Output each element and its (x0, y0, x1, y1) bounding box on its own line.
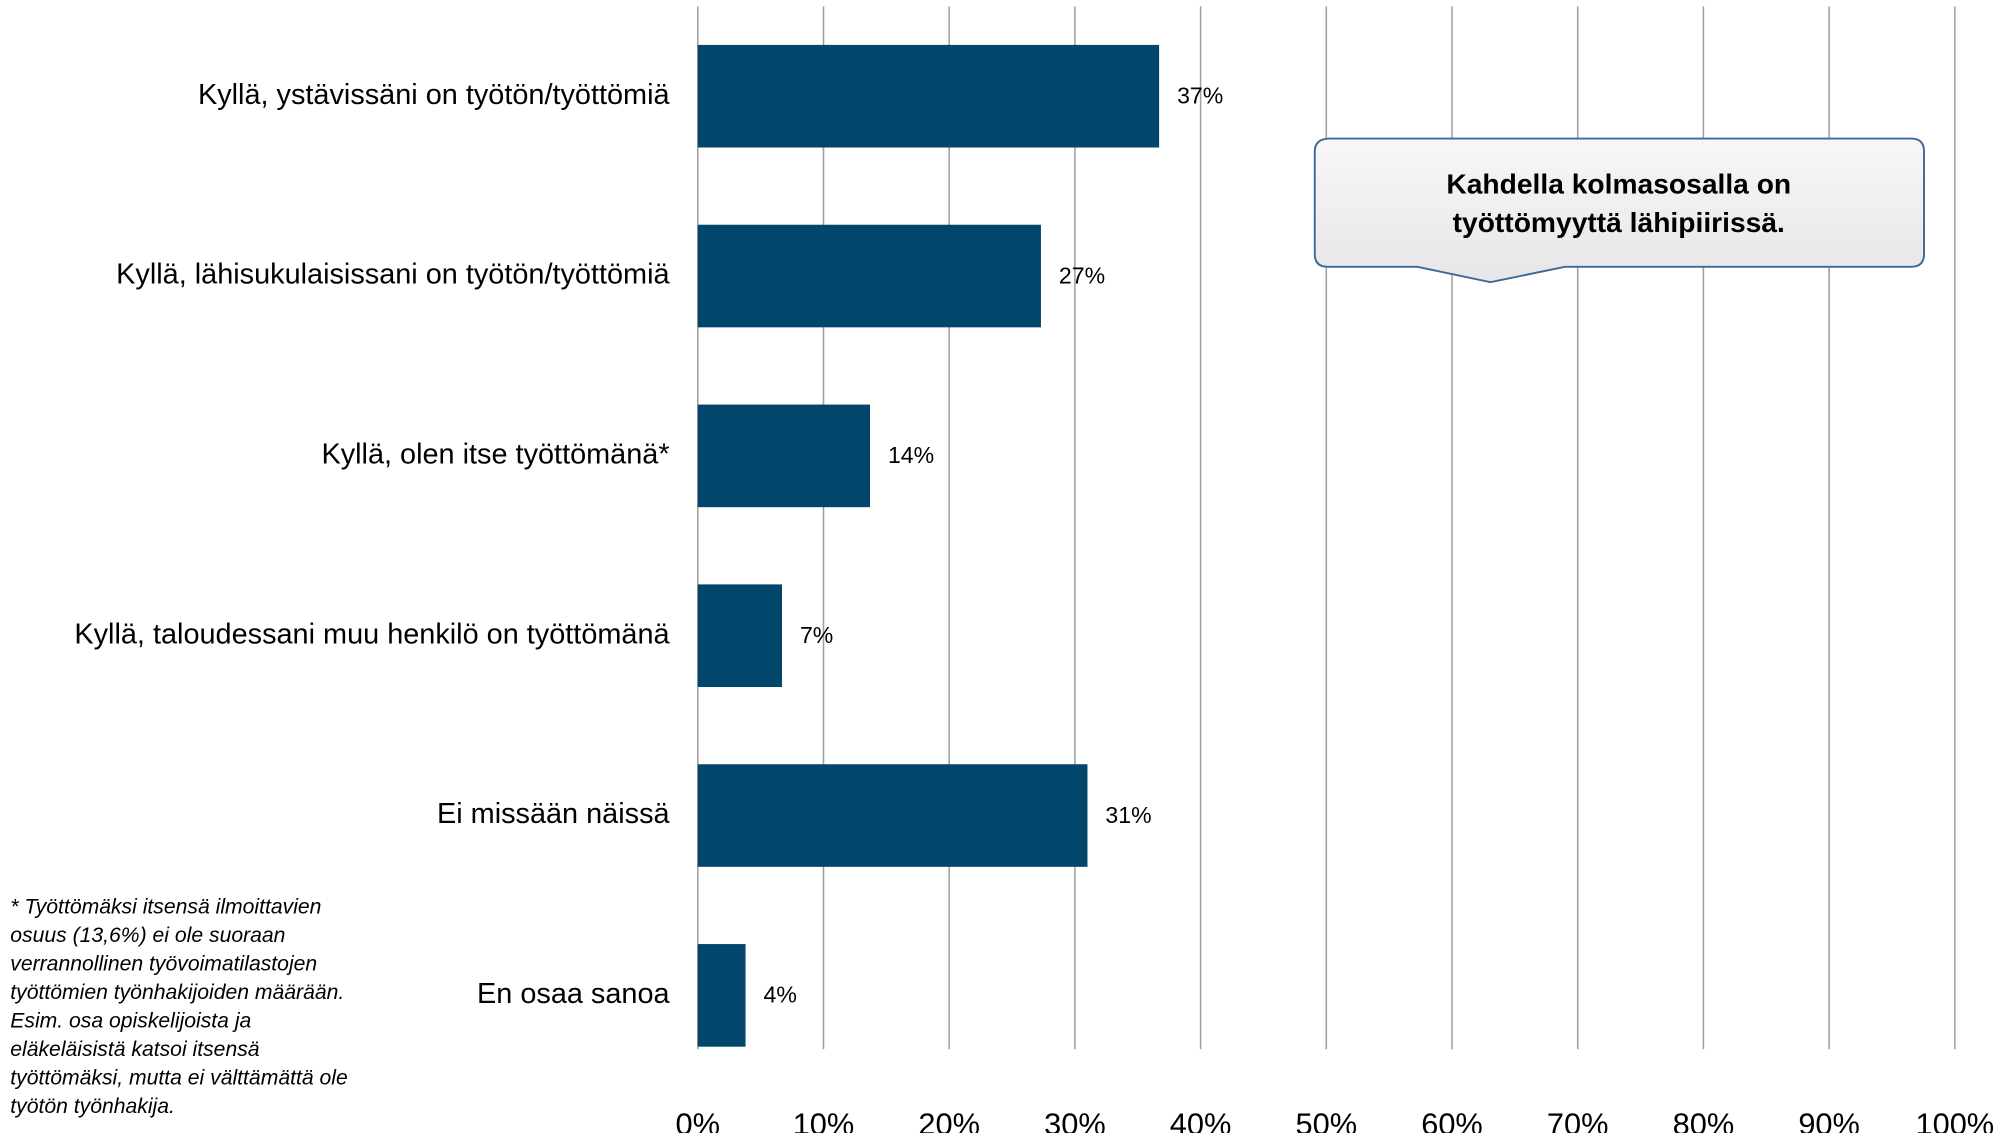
x-tick-label: 0% (676, 1106, 720, 1133)
category-label: Kyllä, taloudessani muu henkilö on tyött… (74, 618, 670, 650)
footnote: * Työttömäksi itsensä ilmoittavien (10, 896, 321, 919)
footnote: verrannollinen työvoimatilastojen (10, 953, 317, 976)
value-label: 37% (1177, 83, 1223, 109)
bar (697, 44, 1160, 148)
x-tick-label: 20% (918, 1106, 980, 1133)
callout-text: työttömyyttä lähipiirissä. (1453, 206, 1785, 238)
category-label: En osaa sanoa (477, 978, 670, 1010)
x-tick-label: 10% (793, 1106, 855, 1133)
footnote: eläkeläisistä katsoi itsensä (10, 1038, 260, 1061)
callout-text: Kahdella kolmasosalla on (1446, 167, 1791, 199)
value-label: 7% (800, 622, 833, 648)
x-tick-label: 70% (1547, 1106, 1609, 1133)
bars (697, 44, 1160, 1047)
x-tick-label: 30% (1044, 1106, 1106, 1133)
value-label: 27% (1059, 262, 1105, 288)
value-label: 14% (888, 442, 934, 468)
value-label: 31% (1105, 802, 1151, 828)
category-label: Kyllä, lähisukulaisissani on työtön/työt… (116, 259, 670, 291)
x-tick-label: 60% (1421, 1106, 1483, 1133)
category-label: Kyllä, ystävissäni on työtön/työttömiä (198, 79, 671, 111)
footnote: työtön työnhakija. (10, 1095, 175, 1118)
x-tick-label: 100% (1915, 1106, 1994, 1133)
x-tick-label: 90% (1798, 1106, 1860, 1133)
x-tick-label: 80% (1673, 1106, 1735, 1133)
bar (697, 944, 746, 1047)
footnote: työttömien työnhakijoiden määrään. (10, 981, 344, 1004)
x-tick-label: 50% (1296, 1106, 1358, 1133)
x-tick-label: 40% (1170, 1106, 1232, 1133)
footnote: työttömäksi, mutta ei välttämättä ole (10, 1067, 347, 1090)
bar (697, 224, 1041, 328)
bar (697, 584, 783, 688)
category-label: Kyllä, olen itse työttömänä* (321, 438, 669, 470)
footnote: Esim. osa opiskelijoista ja (10, 1010, 251, 1033)
value-label: 4% (764, 982, 797, 1008)
footnote: osuus (13,6%) ei ole suoraan (10, 924, 285, 947)
callout-box (1313, 137, 1925, 284)
bar (697, 764, 1088, 867)
bar (697, 404, 870, 508)
category-label: Ei missään näissä (437, 798, 671, 830)
